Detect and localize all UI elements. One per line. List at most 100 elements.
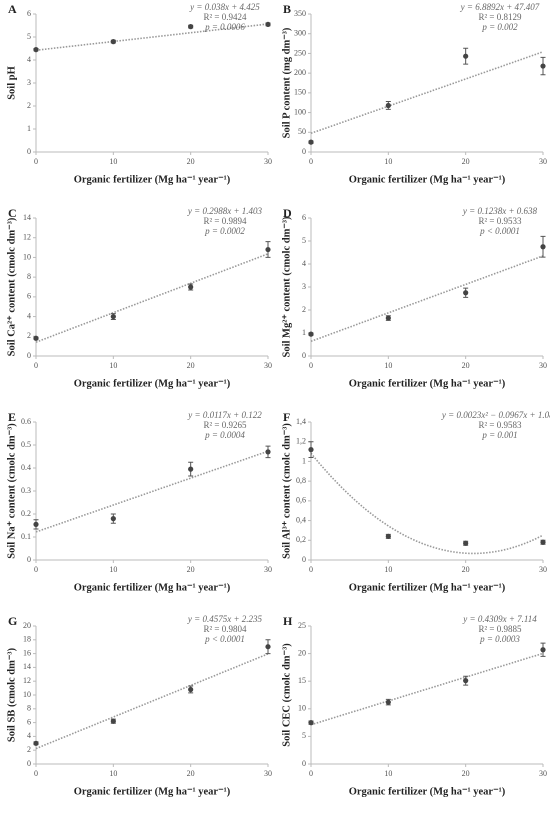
y-tick-label: 2 bbox=[302, 305, 306, 314]
x-tick-label: 10 bbox=[384, 157, 392, 166]
y-tick-label: 0 bbox=[302, 555, 306, 564]
data-point bbox=[463, 290, 469, 296]
y-tick-label: 2 bbox=[27, 331, 31, 340]
data-point bbox=[308, 139, 314, 145]
y-tick-label: 5 bbox=[27, 32, 31, 41]
x-axis-title: Organic fertilizer (Mg ha⁻¹ year⁻¹) bbox=[349, 174, 506, 185]
y-tick-label: 1,4 bbox=[296, 417, 306, 426]
y-tick-label: 4 bbox=[27, 731, 31, 740]
equation-line: p = 0.001 bbox=[481, 430, 517, 440]
trend-line bbox=[310, 51, 544, 135]
data-point bbox=[265, 449, 271, 455]
equation-line: y = 0.4575x + 2.235 bbox=[187, 614, 263, 624]
equation-line: R² = 0.9583 bbox=[478, 420, 522, 430]
trend-line bbox=[35, 450, 269, 533]
x-tick-label: 0 bbox=[34, 157, 38, 166]
data-point bbox=[110, 39, 116, 45]
x-axis-title: Organic fertilizer (Mg ha⁻¹ year⁻¹) bbox=[74, 378, 231, 389]
data-point bbox=[110, 516, 116, 522]
x-tick-label: 10 bbox=[384, 769, 392, 778]
x-tick-label: 30 bbox=[264, 565, 272, 574]
y-tick-label: 0,8 bbox=[296, 476, 306, 485]
data-point bbox=[110, 718, 116, 724]
x-tick-label: 20 bbox=[462, 361, 470, 370]
x-tick-label: 10 bbox=[384, 361, 392, 370]
y-tick-label: 8 bbox=[27, 272, 31, 281]
x-tick-label: 0 bbox=[34, 565, 38, 574]
data-point bbox=[540, 647, 546, 653]
y-tick-label: 0 bbox=[27, 759, 31, 768]
y-tick-label: 0.3 bbox=[21, 486, 31, 495]
y-tick-label: 0.4 bbox=[21, 463, 31, 472]
equation-line: y = 0.4309x + 7.114 bbox=[462, 614, 537, 624]
y-tick-label: 14 bbox=[23, 213, 31, 222]
y-tick-label: 5 bbox=[302, 731, 306, 740]
x-tick-label: 20 bbox=[462, 769, 470, 778]
y-tick-label: 10 bbox=[23, 690, 31, 699]
y-tick-label: 3 bbox=[302, 282, 306, 291]
data-point bbox=[188, 466, 194, 472]
equation-line: y = 0.038x + 4.425 bbox=[189, 2, 260, 12]
equation-line: R² = 0.9804 bbox=[203, 624, 247, 634]
equation-line: R² = 0.9533 bbox=[478, 216, 522, 226]
y-tick-label: 5 bbox=[302, 236, 306, 245]
x-tick-label: 0 bbox=[309, 361, 313, 370]
equation-line: y = 0.2988x + 1.403 bbox=[187, 206, 263, 216]
data-point bbox=[385, 533, 391, 539]
panel-letter: C bbox=[8, 206, 17, 220]
equation-line: p = 0.0003 bbox=[479, 634, 520, 644]
y-tick-label: 350 bbox=[294, 9, 306, 18]
x-tick-label: 20 bbox=[187, 157, 195, 166]
x-axis-title: Organic fertilizer (Mg ha⁻¹ year⁻¹) bbox=[74, 786, 231, 797]
equation-line: R² = 0.8129 bbox=[478, 12, 522, 22]
y-tick-label: 0.2 bbox=[21, 509, 31, 518]
panel-letter: B bbox=[283, 2, 291, 16]
x-axis-title: Organic fertilizer (Mg ha⁻¹ year⁻¹) bbox=[349, 786, 506, 797]
y-tick-label: 25 bbox=[298, 621, 306, 630]
data-point bbox=[385, 699, 391, 705]
y-tick-label: 12 bbox=[23, 233, 31, 242]
y-tick-label: 100 bbox=[294, 107, 306, 116]
y-tick-label: 0.5 bbox=[21, 440, 31, 449]
data-point bbox=[188, 24, 194, 30]
x-tick-label: 10 bbox=[109, 157, 117, 166]
trend-line bbox=[310, 652, 544, 726]
y-tick-label: 10 bbox=[23, 252, 31, 261]
data-point bbox=[463, 678, 469, 684]
x-tick-label: 30 bbox=[264, 361, 272, 370]
data-point bbox=[540, 63, 546, 69]
x-tick-label: 10 bbox=[109, 769, 117, 778]
y-tick-label: 0.1 bbox=[21, 532, 31, 541]
y-tick-label: 2 bbox=[27, 101, 31, 110]
equation-line: p < 0.0001 bbox=[204, 634, 245, 644]
y-tick-label: 200 bbox=[294, 68, 306, 77]
data-point bbox=[308, 447, 314, 453]
data-point bbox=[188, 284, 194, 290]
x-tick-label: 30 bbox=[264, 769, 272, 778]
equation-line: R² = 0.9265 bbox=[203, 420, 247, 430]
x-tick-label: 30 bbox=[539, 157, 547, 166]
x-tick-label: 0 bbox=[309, 565, 313, 574]
y-tick-label: 10 bbox=[298, 704, 306, 713]
data-point bbox=[265, 246, 271, 253]
y-tick-label: 14 bbox=[23, 662, 31, 671]
x-tick-label: 10 bbox=[109, 361, 117, 370]
equation-line: p < 0.0001 bbox=[479, 226, 520, 236]
panel-letter: H bbox=[283, 614, 293, 628]
y-tick-label: 20 bbox=[23, 621, 31, 630]
x-tick-label: 20 bbox=[187, 565, 195, 574]
y-tick-label: 0,2 bbox=[296, 535, 306, 544]
y-tick-label: 15 bbox=[298, 676, 306, 685]
x-tick-label: 10 bbox=[384, 565, 392, 574]
panel-letter: D bbox=[283, 206, 292, 220]
y-tick-label: 1 bbox=[302, 328, 306, 337]
trend-line bbox=[35, 653, 269, 750]
y-tick-label: 3 bbox=[27, 78, 31, 87]
data-point bbox=[463, 53, 469, 59]
panel-letter: A bbox=[8, 2, 17, 16]
panel-letter: F bbox=[283, 410, 290, 424]
y-tick-label: 0.6 bbox=[21, 417, 31, 426]
y-tick-label: 0 bbox=[302, 147, 306, 156]
x-axis-title: Organic fertilizer (Mg ha⁻¹ year⁻¹) bbox=[349, 582, 506, 593]
equation-line: R² = 0.9894 bbox=[203, 216, 247, 226]
